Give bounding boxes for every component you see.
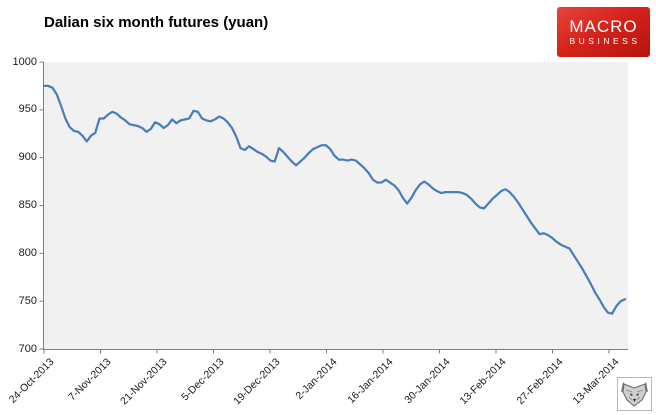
y-tick-label: 700 (18, 342, 37, 355)
plot-area (43, 62, 628, 349)
y-tick-label: 850 (18, 199, 37, 211)
chart-title: Dalian six month futures (yuan) (44, 14, 269, 31)
y-tick-label: 800 (18, 246, 37, 259)
logo-text-macro: MACRO (569, 16, 638, 36)
wolf-watermark-icon (617, 377, 652, 411)
y-tick-label: 950 (18, 103, 37, 116)
y-tick-label: 1000 (12, 55, 37, 68)
y-tick-label: 900 (18, 151, 37, 164)
price-line (42, 84, 627, 315)
y-tick-label: 750 (18, 294, 37, 307)
logo-text-business: BUSINESS (569, 35, 641, 46)
macrobusiness-logo: MACRO BUSINESS (557, 7, 650, 57)
